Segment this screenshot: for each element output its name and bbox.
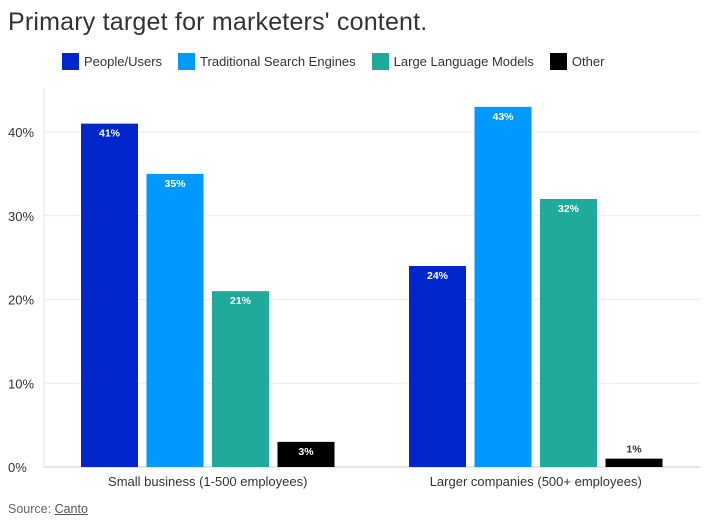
legend-label-people-users: People/Users xyxy=(84,53,163,69)
bar-data-label: 21% xyxy=(230,295,252,307)
y-tick-label: 0% xyxy=(8,460,27,475)
legend-item-traditional-search-engines[interactable]: Traditional Search Engines xyxy=(178,52,356,70)
y-tick-label: 40% xyxy=(8,125,34,140)
legend-swatch-people-users xyxy=(62,52,79,70)
bar-data-label: 24% xyxy=(427,270,449,282)
legend-label-traditional-search-engines: Traditional Search Engines xyxy=(200,53,356,69)
bar-data-label: 35% xyxy=(164,178,186,190)
bar[interactable] xyxy=(277,441,335,467)
legend-label-large-language-models: Large Language Models xyxy=(393,53,534,69)
legend-swatch-other xyxy=(549,52,567,70)
bar[interactable] xyxy=(605,458,663,467)
chart-title: Primary target for marketers' content. xyxy=(8,8,428,36)
source-note: Source: Canto xyxy=(8,502,88,516)
y-tick-label: 20% xyxy=(8,293,34,308)
bar[interactable] xyxy=(409,266,466,467)
legend-label-other: Other xyxy=(571,53,605,69)
bar-data-label: 1% xyxy=(626,444,642,456)
bar-chart: 0% 10% 20% 30% 40% 41% 35% 21% 3% Small business … xyxy=(8,88,700,489)
legend-swatch-traditional-search-engines xyxy=(178,52,196,70)
y-tick-label: 30% xyxy=(8,209,34,224)
bar[interactable] xyxy=(146,173,204,467)
source-link[interactable]: Canto xyxy=(54,502,88,516)
bar-data-label: 32% xyxy=(558,203,580,215)
bar-data-label: 43% xyxy=(492,111,514,123)
legend-item-other[interactable]: Other xyxy=(549,52,605,70)
bar[interactable] xyxy=(474,106,532,467)
bar[interactable] xyxy=(540,199,597,467)
bar-data-label: 41% xyxy=(99,128,121,140)
source-prefix: Source: xyxy=(8,502,55,516)
x-category-label: Larger companies (500+ employees) xyxy=(430,474,642,489)
bar-data-label: 3% xyxy=(298,446,314,458)
legend-item-large-language-models[interactable]: Large Language Models xyxy=(371,52,534,70)
bar[interactable] xyxy=(81,123,138,467)
x-category-label: Small business (1-500 employees) xyxy=(108,474,307,489)
y-tick-label: 10% xyxy=(8,376,34,391)
legend-swatch-large-language-models xyxy=(371,52,389,70)
legend: People/Users Traditional Search Engines … xyxy=(62,51,604,71)
bar[interactable] xyxy=(212,291,269,467)
legend-item-people-users[interactable]: People/Users xyxy=(62,52,163,70)
